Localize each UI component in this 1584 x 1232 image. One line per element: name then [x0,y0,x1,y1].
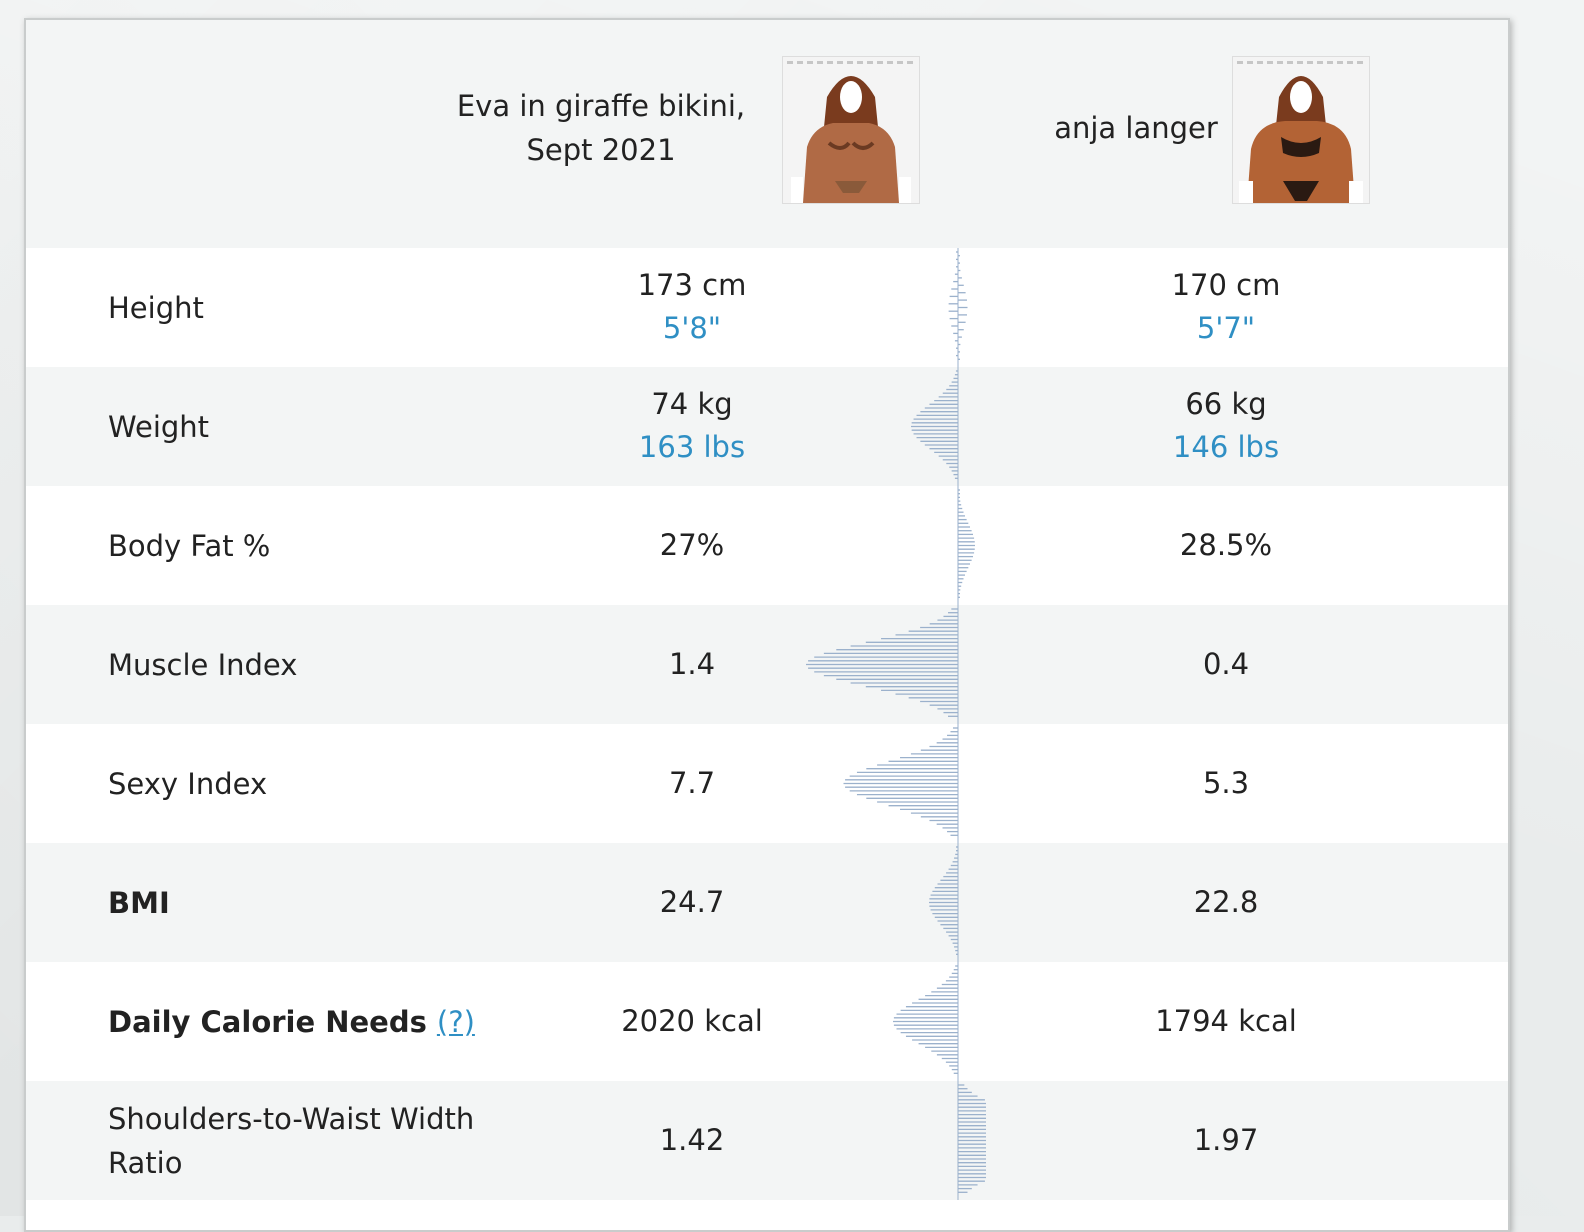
person-a-value: 1.4 [668,647,716,681]
comparison-header: Eva in giraffe bikini, Sept 2021 anja la… [26,20,1508,248]
distribution-chart [911,367,959,486]
person-a-value: 27% [659,528,725,562]
distribution-chart [957,486,975,605]
stat-row-bmi: BMI 24.7 22.8 [26,843,1508,962]
stat-row-sexy-index: Sexy Index 7.7 5.3 [26,724,1508,843]
value-main: 173 cm [637,268,747,302]
person-b-photo[interactable] [1232,56,1370,204]
person-b-value: 0.4 [1202,647,1250,681]
stat-row-next [26,1200,1508,1230]
value-main: 66 kg [1185,387,1267,421]
person-a-value: 74 kg 163 lbs [572,383,812,469]
stat-label: Daily Calorie Needs (?) [108,1000,475,1044]
distribution-chart [843,724,959,843]
person-a-name[interactable]: Eva in giraffe bikini, Sept 2021 [446,84,756,172]
person-a-value: 173 cm 5'8" [572,264,812,350]
distribution-chart [929,843,959,962]
stat-row-daily-calorie-needs: Daily Calorie Needs (?) 2020 kcal 1794 kc… [26,962,1508,1081]
stat-row-weight: Weight 74 kg 163 lbs 66 kg 146 lbs [26,367,1508,486]
person-a-photo[interactable] [782,56,920,204]
stat-label: Body Fat % [108,529,271,563]
stat-label: Weight [108,410,210,444]
person-b-name-line1: anja langer [1054,111,1218,145]
stat-label-line1: Shoulders-to-Waist Width [108,1102,475,1136]
woman-bikini-photo-icon [791,76,911,203]
person-b-value: 170 cm 5'7" [1106,264,1346,350]
stat-row-shoulders-to-waist: Shoulders-to-Waist Width Ratio 1.42 1.97 [26,1081,1508,1200]
stat-label-line2: Ratio [108,1146,183,1180]
help-link[interactable]: (?) [436,1005,475,1039]
stat-label: Height [108,291,204,325]
person-b-name[interactable]: anja langer [1036,106,1236,150]
person-a-value: 24.7 [659,885,725,919]
value-main: 74 kg [651,387,733,421]
woman-bodybuilder-photo-icon [1239,76,1363,203]
value-imperial: 5'7" [1196,311,1256,345]
person-b-value: 28.5% [1179,528,1273,562]
distribution-chart [806,605,959,724]
person-a-name-line1: Eva in giraffe bikini, [456,89,746,123]
stat-label: BMI [108,886,170,920]
stat-row-muscle-index: Muscle Index 1.4 0.4 [26,605,1508,724]
stat-label-text: Daily Calorie Needs [108,1005,427,1039]
person-b-value: 66 kg 146 lbs [1106,383,1346,469]
person-b-value: 1794 kcal [1155,1004,1297,1038]
stat-row-body-fat: Body Fat % 27% 28.5% [26,486,1508,605]
person-b-value: 5.3 [1202,766,1250,800]
value-main: 170 cm [1171,268,1281,302]
distribution-chart [948,248,968,367]
person-a-value: 7.7 [668,766,716,800]
person-b-value: 1.97 [1193,1123,1259,1157]
stat-label: Muscle Index [108,648,298,682]
person-a-name-line2: Sept 2021 [526,133,676,167]
value-imperial: 5'8" [662,311,722,345]
person-a-value: 2020 kcal [621,1004,763,1038]
stat-label: Sexy Index [108,767,268,801]
stat-row-height: Height 173 cm 5'8" 170 cm 5'7" [26,248,1508,367]
stat-label: Shoulders-to-Waist Width Ratio [108,1097,474,1185]
person-a-value: 1.42 [659,1123,725,1157]
value-imperial: 146 lbs [1172,430,1280,464]
distribution-chart [893,962,959,1081]
distribution-chart [957,1081,986,1200]
value-imperial: 163 lbs [638,430,746,464]
comparison-card: Eva in giraffe bikini, Sept 2021 anja la… [24,18,1510,1232]
person-b-value: 22.8 [1193,885,1259,919]
